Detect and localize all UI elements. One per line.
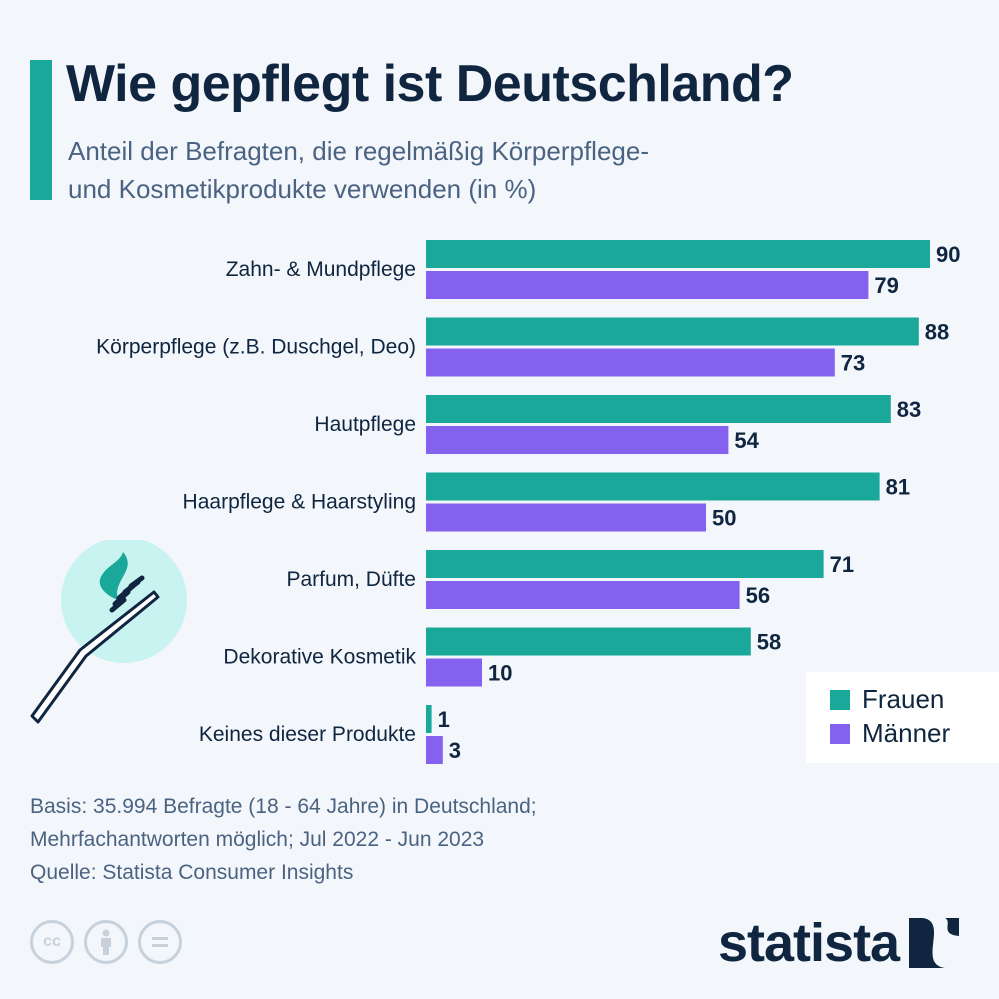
bar-chart: Zahn- & Mundpflege 90 79 Körperpflege (z.B.… <box>96 240 960 764</box>
value-label-m-nner-zahn-mundpflege: 79 <box>874 273 898 298</box>
legend-swatch-maenner <box>830 723 850 744</box>
value-label-m-nner-haarpflege-haarstyling: 50 <box>712 506 736 531</box>
basis-line-1: Basis: 35.994 Befragte (18 - 64 Jahre) i… <box>30 795 537 818</box>
bar-frauen-haarpflege-haarstyling <box>426 472 880 501</box>
value-label-m-nner-dekorative-kosmetik: 10 <box>488 661 512 686</box>
subtitle-line-1: Anteil der Befragten, die regelmäßig Kör… <box>68 136 649 166</box>
legend-item-frauen: Frauen <box>830 684 944 715</box>
toothpaste-shape <box>99 552 128 600</box>
accent-bar <box>30 60 52 200</box>
value-label-frauen-dekorative-kosmetik: 58 <box>757 630 781 655</box>
value-label-frauen-keines-dieser-produkte: 1 <box>438 707 450 732</box>
value-label-frauen-parfum-d-fte: 71 <box>830 552 854 577</box>
bar-m-nner-zahn-mundpflege <box>426 271 869 299</box>
bar-m-nner-k-rperpflege-z-b-duschgel-deo <box>426 348 835 377</box>
legend: Frauen Männer <box>806 672 999 763</box>
bar-frauen-parfum-d-fte <box>426 550 824 578</box>
legend-label-maenner: Männer <box>862 718 951 748</box>
category-label-zahn-mundpflege: Zahn- & Mundpflege <box>226 258 416 281</box>
bar-frauen-k-rperpflege-z-b-duschgel-deo <box>426 317 919 346</box>
bar-frauen-hautpflege <box>426 395 891 423</box>
value-label-m-nner-k-rperpflege-z-b-duschgel-deo: 73 <box>841 351 865 376</box>
chart-subtitle: Anteil der Befragten, die regelmäßig Kör… <box>68 132 868 208</box>
bar-m-nner-keines-dieser-produkte <box>426 736 443 764</box>
category-label-keines-dieser-produkte: Keines dieser Produkte <box>199 723 416 746</box>
value-label-frauen-hautpflege: 83 <box>897 397 921 422</box>
bar-frauen-keines-dieser-produkte <box>426 705 432 733</box>
bar-m-nner-haarpflege-haarstyling <box>426 503 706 532</box>
logo-text: statista <box>718 913 900 973</box>
category-label-parfum-d-fte: Parfum, Düfte <box>286 568 416 591</box>
bar-m-nner-hautpflege <box>426 426 729 454</box>
value-label-frauen-zahn-mundpflege: 90 <box>936 242 960 267</box>
bar-frauen-zahn-mundpflege <box>426 240 930 268</box>
bar-m-nner-parfum-d-fte <box>426 581 740 609</box>
value-label-frauen-k-rperpflege-z-b-duschgel-deo: 88 <box>925 320 949 345</box>
bar-m-nner-dekorative-kosmetik <box>426 658 482 687</box>
bar-frauen-dekorative-kosmetik <box>426 627 751 656</box>
cc-icon[interactable]: cc <box>30 920 74 964</box>
no-derivatives-icon[interactable] <box>138 920 182 964</box>
toothbrush-handle <box>30 590 160 724</box>
bristles <box>109 575 145 613</box>
value-label-m-nner-parfum-d-fte: 56 <box>746 583 770 608</box>
category-label-k-rperpflege-z-b-duschgel-deo: Körperpflege (z.B. Duschgel, Deo) <box>96 336 416 359</box>
category-label-haarpflege-haarstyling: Haarpflege & Haarstyling <box>183 491 416 514</box>
value-label-m-nner-hautpflege: 54 <box>734 428 759 453</box>
attribution-icon[interactable] <box>84 920 128 964</box>
category-label-dekorative-kosmetik: Dekorative Kosmetik <box>223 646 416 669</box>
legend-label-frauen: Frauen <box>862 684 945 714</box>
statista-logo[interactable]: statista <box>718 912 960 974</box>
chart-title: Wie gepflegt ist Deutschland? <box>66 55 794 113</box>
legend-item-maenner: Männer <box>830 718 950 749</box>
toothbrush-icon <box>30 540 187 724</box>
value-label-frauen-haarpflege-haarstyling: 81 <box>886 475 910 500</box>
legend-swatch-frauen <box>830 689 850 710</box>
basis-line-2: Mehrfachantworten möglich; Jul 2022 - Ju… <box>30 828 485 851</box>
source-note: Quelle: Statista Consumer Insights <box>30 861 354 884</box>
category-label-hautpflege: Hautpflege <box>314 413 416 436</box>
footer-notes: Basis: 35.994 Befragte (18 - 64 Jahre) i… <box>30 790 537 889</box>
subtitle-line-2: und Kosmetikprodukte verwenden (in %) <box>68 174 537 204</box>
value-label-m-nner-keines-dieser-produkte: 3 <box>449 738 461 763</box>
license-icons: cc <box>30 920 182 964</box>
statista-logo-icon <box>909 918 960 968</box>
